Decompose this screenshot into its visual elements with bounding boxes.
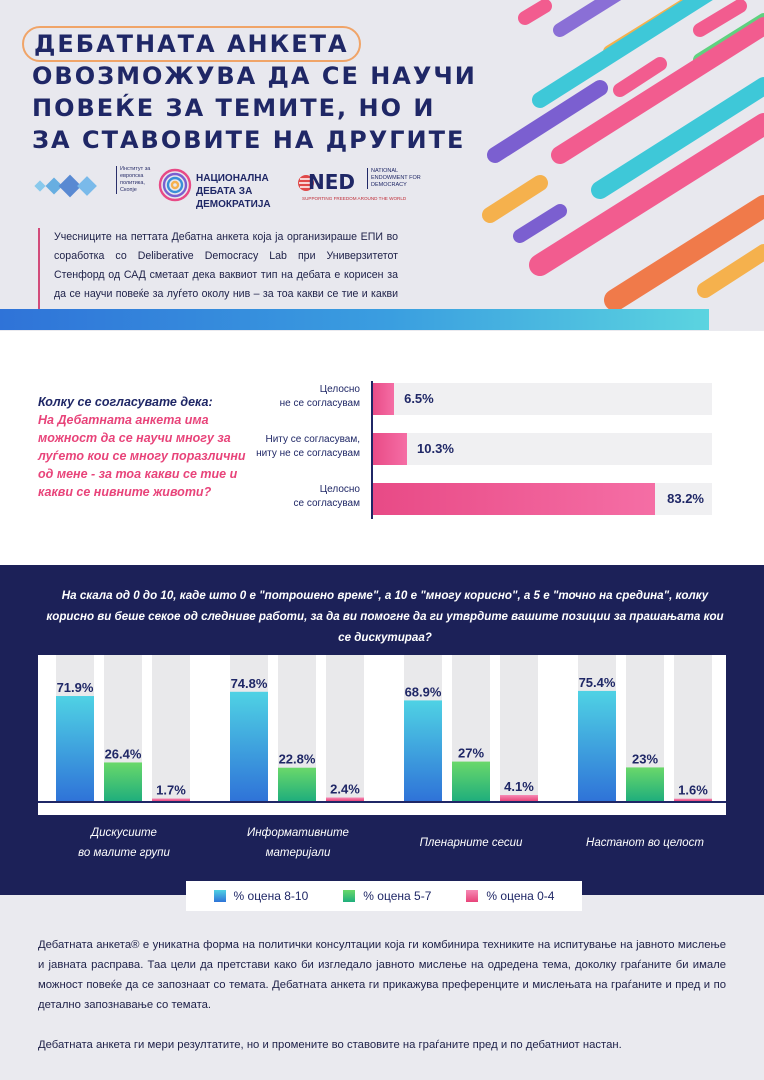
v-bar-label-4-1: 75.4% (579, 675, 616, 690)
v-category-label-2: Информативните материјали (218, 823, 378, 863)
h-bar-2 (372, 433, 408, 465)
h-bar-value-3: 83.2% (667, 491, 704, 506)
v-bar-label-4-2: 23% (632, 751, 658, 766)
h-axis-line (371, 381, 373, 519)
v-category-label-1-line-2: во малите групи (78, 847, 170, 859)
v-bar-2-1 (230, 691, 268, 801)
v-bar-label-3-1: 68.9% (405, 684, 442, 699)
v-bar-bg-2-3 (326, 655, 364, 801)
v-category-label-2-line-1: Информативните (247, 827, 349, 839)
ned-logo-text: NATIONAL ENDOWMENT FOR DEMOCRACY (367, 168, 427, 189)
decorative-stripes (482, 0, 764, 311)
h-category-label-1-line-1: Целосно (319, 384, 360, 395)
partner-logos: Институт за европска политика, Скопје НА… (30, 166, 450, 210)
intro-paragraph: Учесниците на петтата Дебатна анкета кој… (38, 228, 398, 323)
epi-logo-text: Институт за европска политика, Скопје (116, 166, 156, 194)
h-bar-3 (372, 483, 655, 515)
h-category-label-2: Ниту се согласувам, ниту не се согласува… (240, 433, 360, 461)
v-category-label-3: Пленарните сесии (391, 833, 551, 853)
legend-label-mid: % оцена 5-7 (363, 889, 432, 903)
epi-logo-icon (34, 174, 97, 198)
v-bar-3-1 (404, 700, 442, 801)
nd-logo-icon (158, 168, 192, 202)
v-category-label-1-line-1: Дискусиите (91, 827, 157, 839)
h-category-label-3-line-1: Целосно (319, 484, 360, 495)
v-bar-label-2-3: 2.4% (330, 781, 360, 796)
v-category-label-2-line-2: материјали (265, 847, 331, 859)
v-bar-2-2 (278, 767, 316, 801)
v-bar-1-3 (152, 798, 190, 801)
v-category-label-3-line-1: Пленарните сесии (419, 837, 523, 849)
v-bar-3-2 (452, 761, 490, 801)
v-bar-label-4-3: 1.6% (678, 783, 708, 798)
legend-swatch-mid (343, 890, 356, 902)
legend-swatch-low (466, 890, 479, 902)
legend-item-low: % оцена 0-4 (466, 889, 554, 903)
h-bar-track-2: 10.3% (372, 433, 712, 465)
v-bar-label-2-2: 22.8% (279, 752, 316, 767)
footer-paragraph-1: Дебатната анкета® е уникатна форма на по… (38, 939, 726, 1011)
v-bar-4-1 (578, 690, 616, 801)
v-bar-bg-4-3 (674, 655, 712, 801)
v-bar-label-3-2: 27% (458, 746, 484, 761)
usefulness-question: На скала од 0 до 10, каде што 0 е "потро… (46, 589, 724, 644)
v-category-label-4: Настанот во целост (565, 833, 725, 853)
usefulness-chart-svg: 71.9% 26.4% 1.7% 74.8% 22.8% 2.4% 68.9% 27% 4.1%… (38, 655, 726, 803)
h-category-label-3-line-2: се согласувам (293, 498, 360, 509)
v-bar-label-2-1: 74.8% (231, 676, 268, 691)
v-category-label-4-line-1: Настанот во целост (586, 837, 704, 849)
v-bar-4-2 (626, 767, 664, 801)
title-line-2: ОВОЗМОЖУВА ДА СЕ НАУЧИ (32, 62, 477, 90)
agreement-section: Колку се согласувате дека: На Дебатната … (0, 331, 764, 565)
h-category-label-1-line-2: не се согласувам (279, 398, 360, 409)
ned-logo-word: NED (308, 170, 356, 194)
h-bar-track-3: 83.2% (372, 483, 712, 515)
v-bar-1-2 (104, 762, 142, 801)
v-bar-label-1-2: 26.4% (105, 746, 142, 761)
v-bar-1-1 (56, 696, 94, 801)
legend-item-mid: % оцена 5-7 (343, 889, 431, 903)
legend-item-high: % оцена 8-10 (213, 889, 309, 903)
v-category-label-1: Дискусиите во малите групи (44, 823, 204, 863)
v-bar-3-3 (500, 795, 538, 801)
usefulness-section: На скала од 0 до 10, каде што 0 е "потро… (0, 565, 764, 895)
ned-tagline: SUPPORTING FREEDOM AROUND THE WORLD (302, 196, 407, 201)
v-bar-4-3 (674, 798, 712, 801)
legend-swatch-high (213, 890, 226, 902)
v-bar-bg-1-3 (152, 655, 190, 801)
h-bar-value-2: 10.3% (417, 441, 454, 456)
h-category-label-2-line-1: Ниту се согласувам, (265, 434, 360, 445)
v-bar-2-3 (326, 797, 364, 801)
legend-label-high: % оцена 8-10 (233, 889, 309, 903)
title-line-4: ЗА СТАВОВИТЕ НА ДРУГИТЕ (32, 126, 466, 154)
v-bar-label-3-3: 4.1% (504, 779, 534, 794)
v-bar-label-1-3: 1.7% (156, 783, 186, 798)
h-bar-1 (372, 383, 395, 415)
agreement-question-label: Колку се согласувате дека: (38, 395, 213, 409)
legend-label-low: % оцена 0-4 (486, 889, 555, 903)
usefulness-chart: 71.9% 26.4% 1.7% 74.8% 22.8% 2.4% 68.9% 27% 4.1%… (38, 655, 726, 815)
title-line-1: ДЕБАТНАТА АНКЕТА (34, 30, 349, 58)
h-category-label-1: Целосно не се согласувам (240, 383, 360, 411)
h-category-label-2-line-2: ниту не се согласувам (256, 448, 360, 459)
ned-logo-icon (298, 175, 314, 191)
h-bar-track-1: 6.5% (372, 383, 712, 415)
title-pill: ДЕБАТНАТА АНКЕТА (22, 26, 361, 62)
title-line-3: ПОВЕЌЕ ЗА ТЕМИТЕ, НО И (32, 94, 436, 122)
agreement-question: На Дебатната анкета има можност да се на… (38, 413, 246, 499)
v-bar-bg-3-3 (500, 655, 538, 801)
h-bar-value-1: 6.5% (404, 391, 434, 406)
v-bar-label-1-1: 71.9% (57, 680, 94, 695)
footer-paragraph-2: Дебатната анкета ги мери резултатите, но… (38, 1039, 622, 1051)
header: ДЕБАТНАТА АНКЕТА ОВОЗМОЖУВА ДА СЕ НАУЧИ … (0, 0, 764, 330)
footer-text: Дебатната анкета® е уникатна форма на по… (38, 935, 726, 1055)
nd-logo-text: НАЦИОНАЛНА ДЕБАТА ЗА ДЕМОКРАТИЈА (196, 173, 271, 210)
chart-legend: % оцена 8-10 % оцена 5-7 % оцена 0-4 (186, 881, 582, 911)
h-category-label-3: Целосно се согласувам (240, 483, 360, 511)
blue-divider-bar (0, 309, 709, 330)
